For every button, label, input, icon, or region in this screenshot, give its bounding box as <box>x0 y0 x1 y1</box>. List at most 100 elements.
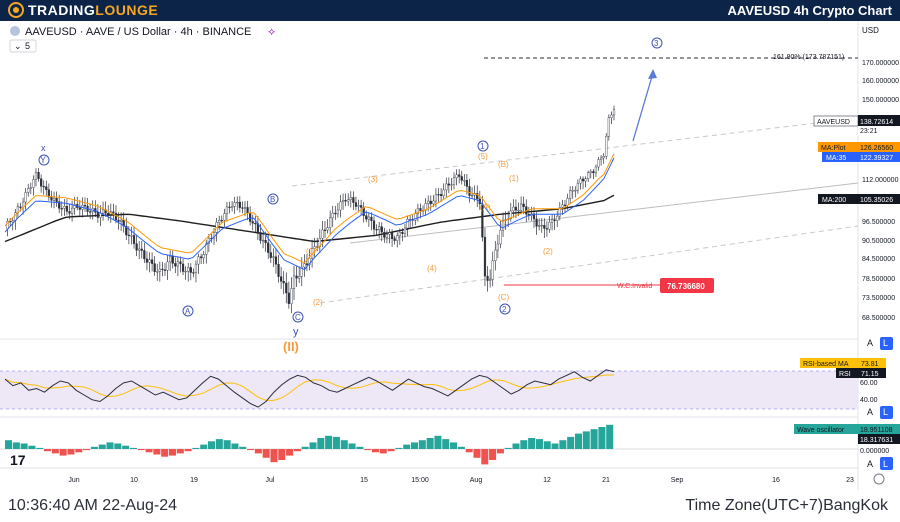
candle-body <box>156 271 159 273</box>
candle-body <box>592 171 595 174</box>
log-scale-button[interactable]: L <box>883 338 888 348</box>
candle-body <box>261 240 265 242</box>
osc-bar <box>239 446 247 449</box>
rsi-ma-label: RSI-based MA <box>803 361 849 368</box>
osc-bar <box>137 449 145 451</box>
candle-body <box>267 242 270 253</box>
candle-body <box>329 217 332 228</box>
indicator-toggle[interactable] <box>9 39 37 53</box>
candle-body <box>225 206 229 214</box>
rsi-auto-button[interactable]: A <box>867 407 873 417</box>
osc-bar <box>559 440 567 449</box>
candle-body <box>512 206 515 212</box>
candle-body <box>290 288 293 304</box>
wave-label-2-circle: 2 <box>502 305 507 314</box>
candle-body <box>331 212 334 219</box>
candle-body <box>316 246 319 248</box>
price-tick: 90.500000 <box>862 238 895 245</box>
candle-body <box>589 171 592 173</box>
wave-label-o5: (5) <box>478 152 488 161</box>
candle-body <box>323 229 327 231</box>
candle-body <box>468 186 471 196</box>
osc-bar <box>356 446 364 449</box>
osc-value-1: 18.951108 <box>860 427 893 434</box>
osc-bar <box>473 449 481 458</box>
candle-body <box>574 190 577 192</box>
osc-bar <box>481 449 489 465</box>
time-tick: 15:00 <box>411 477 429 484</box>
osc-bar <box>161 449 169 457</box>
osc-bar <box>168 449 176 456</box>
candle-body <box>218 219 221 223</box>
share-icon[interactable]: ⟡ <box>268 26 275 38</box>
osc-bar <box>215 439 223 449</box>
rsi-log-button[interactable]: L <box>883 407 888 417</box>
chart-area[interactable]: AAVEUSD · AAVE / US Dollar · 4h · BINANC… <box>0 21 900 490</box>
candle-body <box>11 220 14 223</box>
candle-body <box>21 201 25 208</box>
candle-body <box>522 203 525 207</box>
invalidation-value: 76.736680 <box>667 282 705 291</box>
price-tick: 96.500000 <box>862 219 895 226</box>
candle-body <box>101 209 105 214</box>
ma200-layer <box>4 194 615 243</box>
candle-body <box>388 232 391 235</box>
osc-bar <box>528 438 536 449</box>
price-tick: 84.500000 <box>862 256 895 263</box>
osc-bar <box>12 442 20 449</box>
tag-symbol-sub: 23:21 <box>860 128 878 135</box>
osc-bar <box>489 449 497 460</box>
candle-body <box>416 208 419 215</box>
candle-body <box>357 205 360 207</box>
candle-body <box>385 234 389 238</box>
candle-body <box>326 227 329 231</box>
candle-body <box>584 178 587 182</box>
osc-bar <box>574 433 582 449</box>
candle-body <box>602 156 605 159</box>
osc-bar <box>28 445 36 449</box>
auto-scale-button[interactable]: A <box>867 338 873 348</box>
rsi-tags: RSI-based MA 73.81 RSI 71.15 60.00 40.00… <box>800 358 893 419</box>
osc-bar <box>176 449 184 454</box>
candle-body <box>548 221 551 230</box>
wave-label-II: (II) <box>283 339 299 354</box>
osc-tick-zero: 0.000000 <box>860 448 889 455</box>
candle-body <box>171 256 174 264</box>
osc-bar <box>543 441 551 449</box>
candle-body <box>99 213 102 218</box>
candle-body <box>65 206 69 212</box>
price-scale-buttons[interactable]: A L <box>867 337 893 350</box>
candle-body <box>246 207 249 214</box>
candle-body <box>305 263 309 265</box>
candle-body <box>169 256 172 263</box>
symbol-info[interactable]: AAVEUSD · AAVE / US Dollar · 4h · BINANC… <box>9 26 275 53</box>
candle-body <box>140 248 143 251</box>
candle-body <box>437 194 440 196</box>
osc-bar <box>254 449 262 454</box>
candle-body <box>78 207 81 210</box>
candle-body <box>295 275 298 279</box>
candle-body <box>184 270 187 273</box>
osc-log-button[interactable]: L <box>883 459 888 469</box>
candle-body <box>339 201 342 211</box>
candle-body <box>406 219 409 229</box>
candle-body <box>440 194 443 196</box>
fib-target-label: 161.80% (173.787151) <box>773 54 844 61</box>
wave-label-o4: (4) <box>427 264 437 273</box>
osc-bar <box>332 436 340 449</box>
candle-body <box>287 292 290 304</box>
candle-body <box>114 212 118 221</box>
symbol-label: AAVEUSD · AAVE / US Dollar · 4h · BINANC… <box>25 26 251 38</box>
wave-label-o1: (1) <box>306 247 316 256</box>
time-axis[interactable]: Jun 10 19 Jul 15 15:00 Aug 12 21 Sep 16 23 <box>68 477 854 484</box>
candle-body <box>308 257 311 265</box>
price-axis[interactable]: 170.000000 160.000000 150.000000 112.000000… <box>862 60 899 322</box>
candle-body <box>282 281 285 284</box>
chart-canvas[interactable]: AAVEUSD · AAVE / US Dollar · 4h · BINANC… <box>0 21 900 490</box>
candle-body <box>455 174 458 179</box>
osc-bar <box>106 442 114 449</box>
osc-auto-button[interactable]: A <box>867 459 873 469</box>
candle-body <box>29 187 32 189</box>
settings-gear-icon[interactable] <box>873 473 885 485</box>
wave-labels: x Y A B C y (II) (1) (2) (3) (4) (5) 1 (… <box>38 37 663 354</box>
